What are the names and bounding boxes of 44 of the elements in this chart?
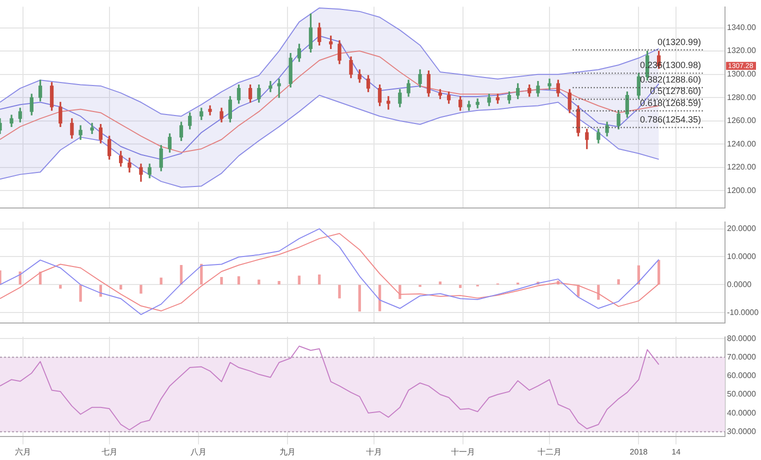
y-tick-label: 60.0000	[727, 371, 756, 380]
bar	[338, 284, 341, 298]
y-tick-label: 40.0000	[727, 408, 756, 418]
bar	[160, 278, 162, 284]
y-tick-label: 1320.00	[727, 46, 756, 56]
y-tick-label: 1220.00	[727, 162, 756, 172]
x-tick-label: 十二月	[538, 447, 562, 456]
y-tick-label: 50.0000	[727, 390, 756, 399]
x-tick-label: 七月	[101, 447, 118, 456]
bar	[438, 282, 442, 284]
bar	[237, 276, 240, 284]
bar	[220, 277, 223, 284]
y-tick-label: 1200.00	[727, 186, 756, 195]
y-tick-label: 80.0000	[727, 334, 756, 343]
y-tick-label: 1300.00	[727, 70, 756, 79]
ref-line-label: 0(1320.99)	[657, 36, 701, 47]
y-tick-label: 1280.00	[727, 92, 756, 102]
y-tick-label: -10.0000	[727, 308, 760, 317]
y-tick-label: 10.0000	[727, 252, 756, 261]
bar	[120, 284, 122, 290]
bar	[617, 279, 620, 284]
bar	[318, 274, 321, 284]
bar	[298, 276, 301, 284]
x-tick-label: 14	[672, 447, 682, 456]
x-tick-label: 十月	[366, 447, 382, 456]
y-tick-label: 70.0000	[727, 352, 756, 362]
y-tick-label: 1340.00	[727, 22, 756, 32]
bar	[358, 284, 361, 312]
x-tick-label: 八月	[190, 447, 207, 456]
x-tick-label: 九月	[280, 447, 296, 456]
y-tick-label: 1260.00	[727, 116, 756, 126]
bar	[258, 280, 260, 284]
x-tick-label: 2018	[630, 447, 648, 456]
y-tick-label: 20.0000	[727, 224, 756, 233]
bar	[658, 260, 660, 284]
y-tick-label: 30.0000	[727, 426, 756, 436]
y-tick-label: 1240.00	[727, 139, 756, 148]
x-tick-label: 六月	[15, 447, 32, 456]
x-tick-label: 十一月	[451, 447, 476, 456]
y-tick-label: 0.0000	[727, 280, 752, 289]
bar	[140, 284, 142, 294]
ref-line-label: 0.786(1254.35)	[640, 114, 701, 124]
bar	[79, 284, 82, 302]
bar	[278, 280, 280, 284]
